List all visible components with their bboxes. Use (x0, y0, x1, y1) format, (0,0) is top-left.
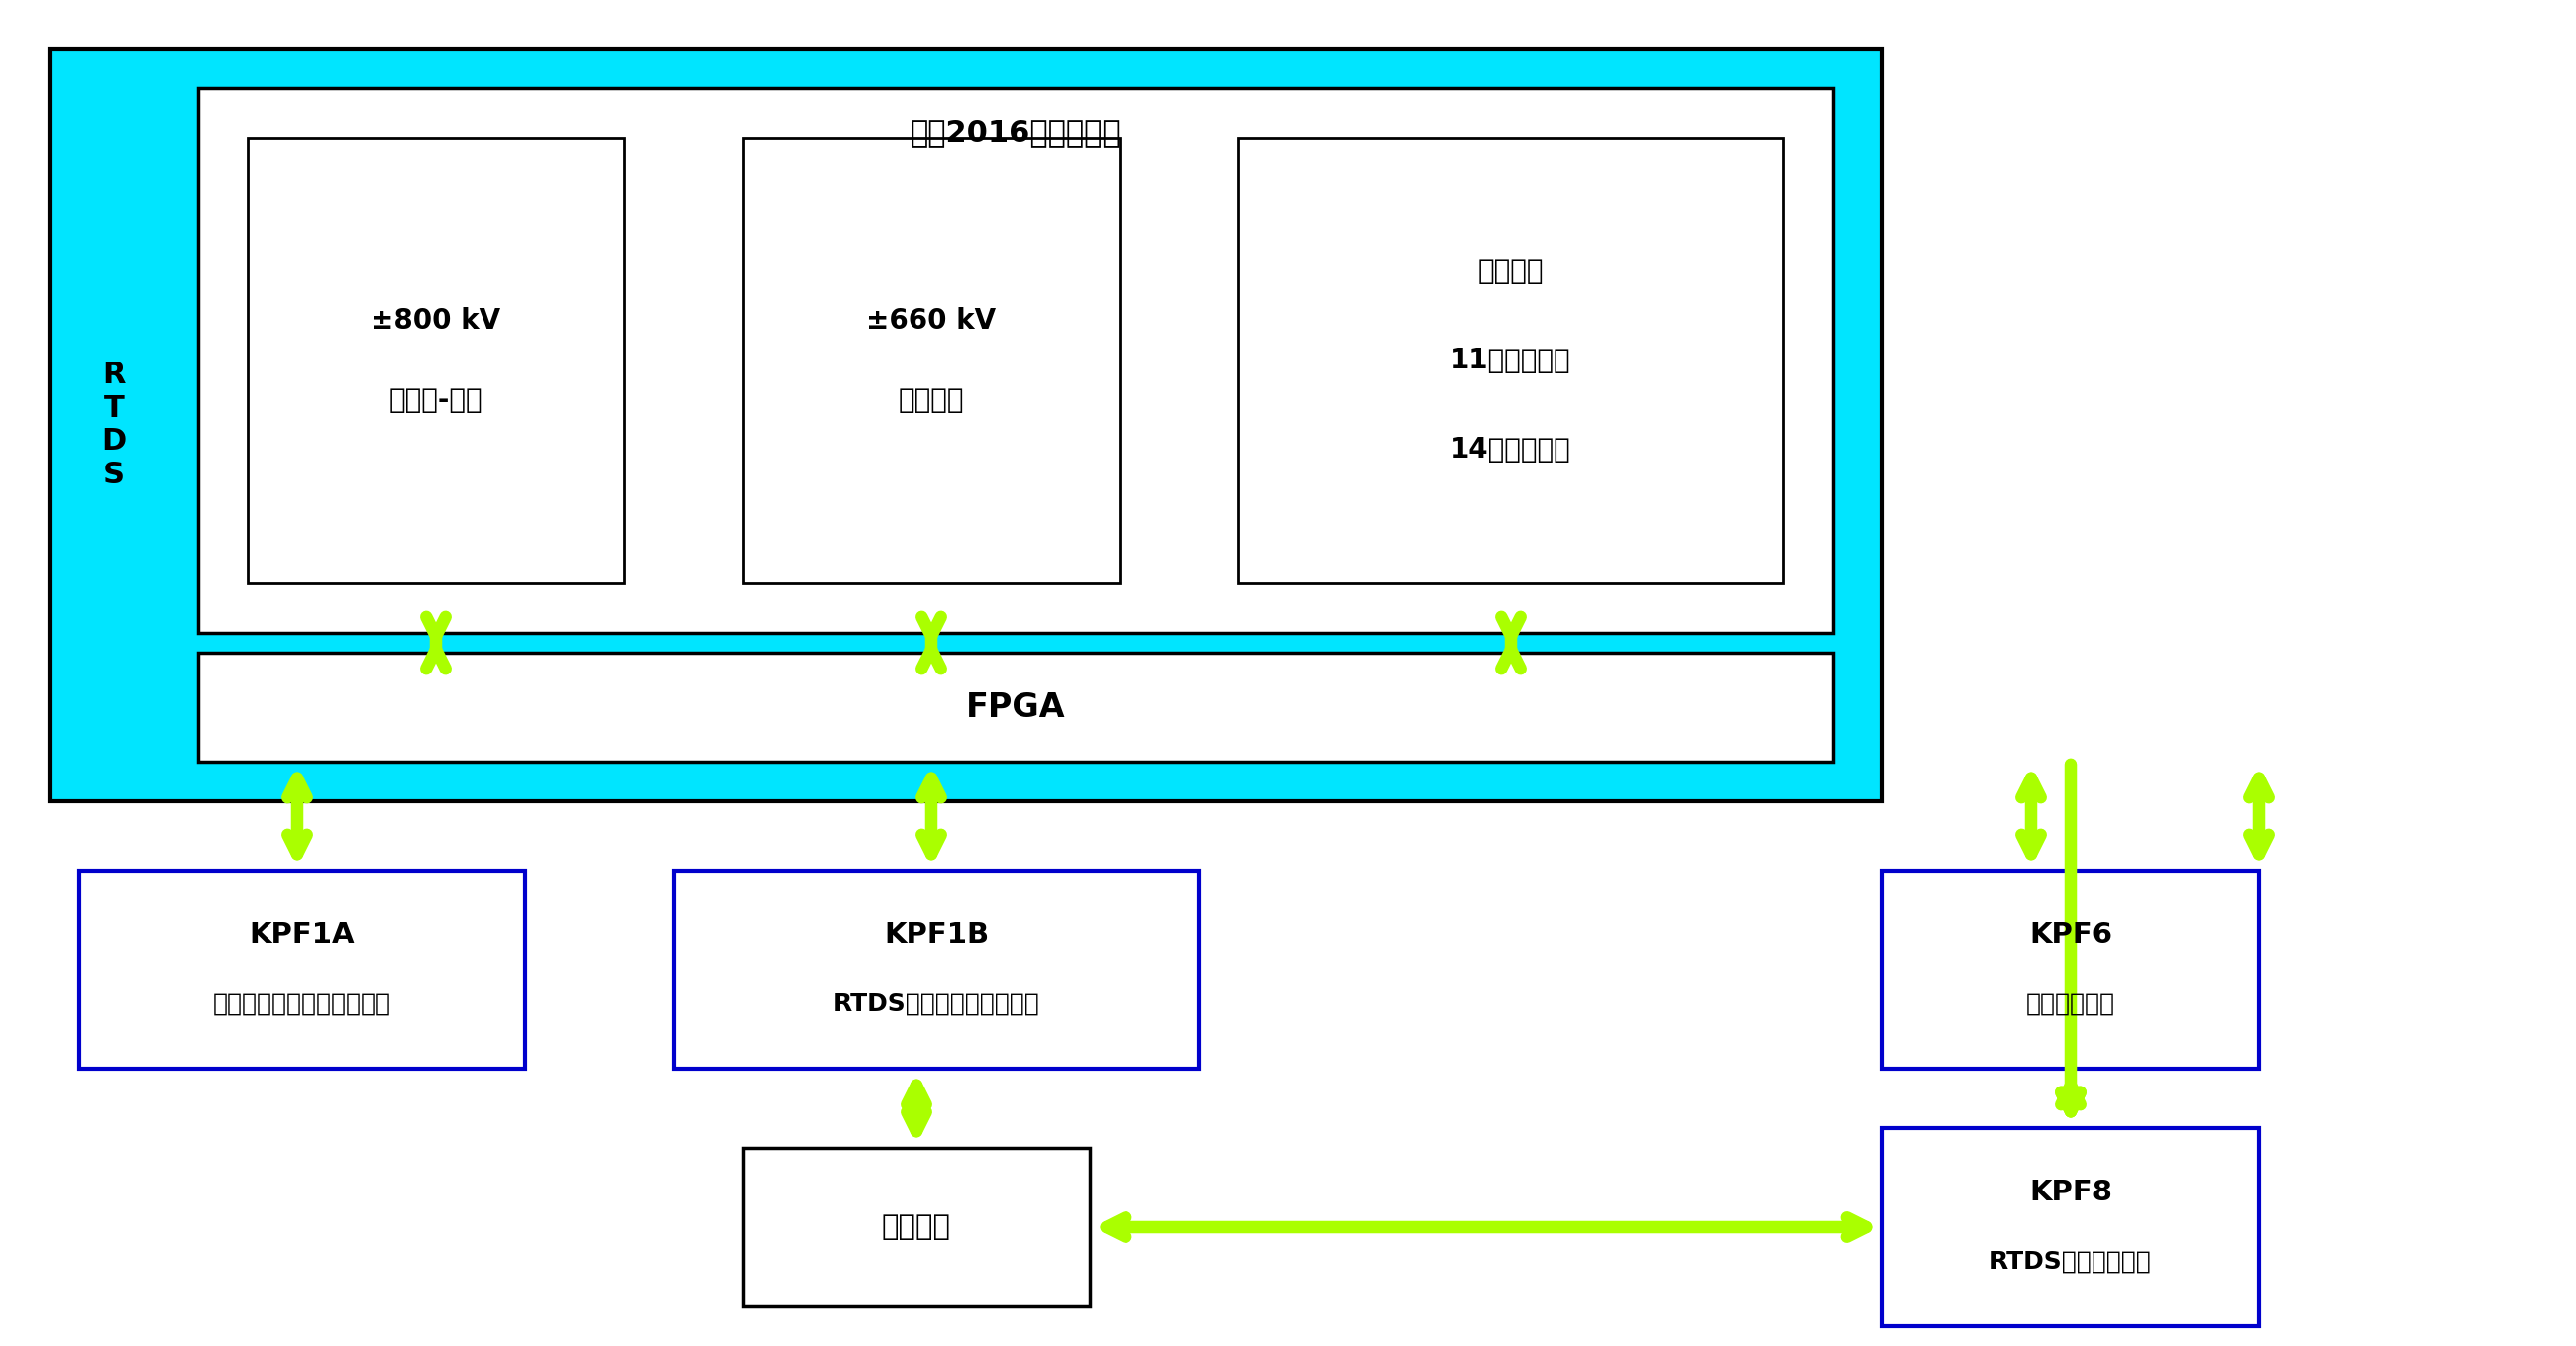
Text: ±660 kV: ±660 kV (866, 307, 997, 335)
Text: RTDS自动试验平台: RTDS自动试验平台 (1989, 1250, 2151, 1273)
FancyBboxPatch shape (1883, 1128, 2259, 1326)
Text: 14回交流线路: 14回交流线路 (1450, 436, 1571, 463)
Text: ±800 kV: ±800 kV (371, 307, 500, 335)
Text: 太阳山-浙江: 太阳山-浙江 (389, 386, 482, 415)
FancyBboxPatch shape (80, 871, 526, 1069)
FancyBboxPatch shape (742, 137, 1121, 583)
FancyBboxPatch shape (49, 48, 1883, 801)
Text: KPF6: KPF6 (2030, 921, 2112, 949)
FancyBboxPatch shape (1239, 137, 1783, 583)
Text: 宁夏2016年一次系统: 宁夏2016年一次系统 (909, 118, 1121, 147)
Text: RTDS数字化接口扩展装置: RTDS数字化接口扩展装置 (832, 992, 1041, 1016)
FancyBboxPatch shape (1883, 871, 2259, 1069)
FancyBboxPatch shape (675, 871, 1198, 1069)
Text: KPF8: KPF8 (2030, 1179, 2112, 1206)
Text: FPGA: FPGA (966, 690, 1066, 724)
FancyBboxPatch shape (198, 653, 1834, 762)
Text: 11个交流母线: 11个交流母线 (1450, 347, 1571, 374)
Text: 交流电网: 交流电网 (1479, 257, 1543, 285)
FancyBboxPatch shape (198, 87, 1834, 633)
Text: 银东直流: 银东直流 (899, 386, 963, 415)
Text: 高压直流控制保护仿真装置: 高压直流控制保护仿真装置 (214, 992, 392, 1016)
FancyBboxPatch shape (742, 1148, 1090, 1307)
Text: KPF1B: KPF1B (884, 921, 989, 949)
Text: R
T
D
S: R T D S (100, 361, 126, 489)
Text: 继电保护: 继电保护 (881, 1213, 951, 1241)
FancyBboxPatch shape (247, 137, 623, 583)
Text: 故障录波分析: 故障录波分析 (2027, 992, 2115, 1016)
Text: KPF1A: KPF1A (250, 921, 355, 949)
